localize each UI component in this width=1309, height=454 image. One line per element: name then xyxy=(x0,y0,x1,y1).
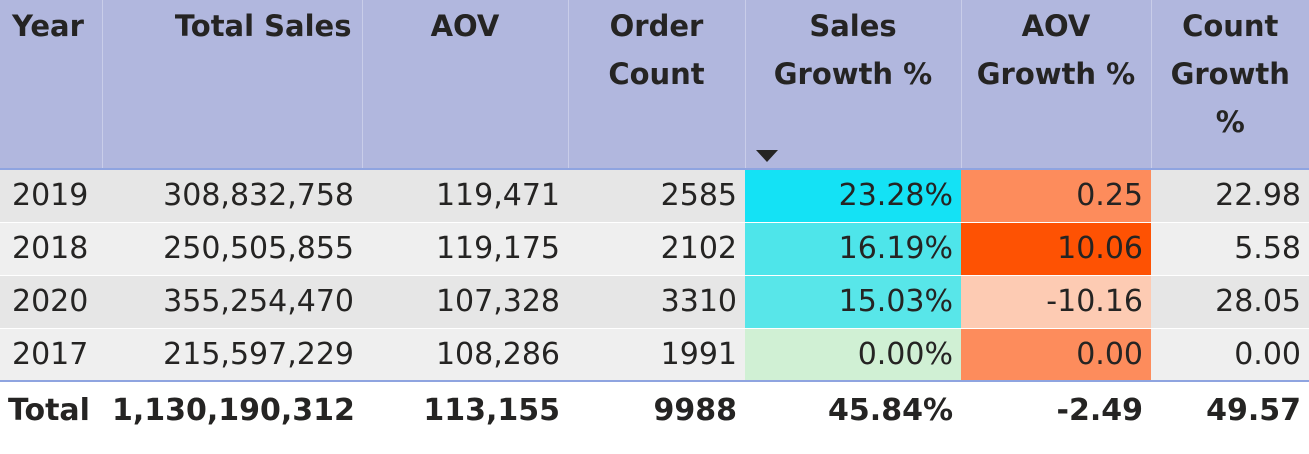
header-row: Year Total Sales AOV Order Count Sales G… xyxy=(0,0,1309,170)
column-header-count-growth[interactable]: Count Growth % xyxy=(1151,0,1309,170)
table-row[interactable]: 2019 308,832,758 119,471 2585 23.28% 0.2… xyxy=(0,169,1309,223)
cell-total-sales: 308,832,758 xyxy=(102,169,362,223)
total-sales-value: 1,130,190,312 xyxy=(102,380,362,438)
total-label: Total xyxy=(0,380,102,438)
column-header-sales-growth-label: Sales Growth % xyxy=(773,9,933,91)
cell-aov-growth: 10.06 xyxy=(961,222,1151,276)
total-aov-value: 113,155 xyxy=(362,380,568,438)
column-header-order-count-label: Order Count xyxy=(608,9,705,91)
cell-sales-growth: 0.00% xyxy=(745,328,961,382)
cell-aov: 107,328 xyxy=(362,275,568,329)
column-header-aov[interactable]: AOV xyxy=(362,0,569,170)
cell-sales-growth: 15.03% xyxy=(745,275,961,329)
cell-aov: 108,286 xyxy=(362,328,568,382)
cell-total-sales: 250,505,855 xyxy=(102,222,362,276)
table-row[interactable]: 2017 215,597,229 108,286 1991 0.00% 0.00… xyxy=(0,328,1309,382)
total-order-count-value: 9988 xyxy=(568,380,745,438)
cell-count-growth: 5.58 xyxy=(1151,222,1309,276)
column-header-aov-growth-label: AOV Growth % xyxy=(976,9,1136,91)
cell-sales-growth: 23.28% xyxy=(745,169,961,223)
cell-year: 2019 xyxy=(0,169,102,223)
column-header-year[interactable]: Year xyxy=(0,0,103,170)
cell-count-growth: 0.00 xyxy=(1151,328,1309,382)
cell-order-count: 2585 xyxy=(568,169,745,223)
cell-year: 2020 xyxy=(0,275,102,329)
total-count-growth-value: 49.57 xyxy=(1151,380,1309,438)
cell-order-count: 2102 xyxy=(568,222,745,276)
column-header-count-growth-label: Count Growth % xyxy=(1170,9,1290,139)
column-header-aov-growth[interactable]: AOV Growth % xyxy=(961,0,1152,170)
cell-total-sales: 215,597,229 xyxy=(102,328,362,382)
column-header-order-count[interactable]: Order Count xyxy=(568,0,746,170)
column-header-sales-growth[interactable]: Sales Growth % xyxy=(745,0,962,170)
cell-sales-growth: 16.19% xyxy=(745,222,961,276)
cell-total-sales: 355,254,470 xyxy=(102,275,362,329)
cell-aov-growth: 0.25 xyxy=(961,169,1151,223)
sort-descending-icon xyxy=(755,150,778,162)
cell-aov-growth: -10.16 xyxy=(961,275,1151,329)
cell-aov: 119,175 xyxy=(362,222,568,276)
cell-aov: 119,471 xyxy=(362,169,568,223)
table-row[interactable]: 2020 355,254,470 107,328 3310 15.03% -10… xyxy=(0,275,1309,329)
cell-count-growth: 28.05 xyxy=(1151,275,1309,329)
cell-order-count: 1991 xyxy=(568,328,745,382)
cell-order-count: 3310 xyxy=(568,275,745,329)
cell-count-growth: 22.98 xyxy=(1151,169,1309,223)
total-aov-growth-value: -2.49 xyxy=(961,380,1151,438)
column-header-total-sales[interactable]: Total Sales xyxy=(102,0,363,170)
total-row: Total 1,130,190,312 113,155 9988 45.84% … xyxy=(0,380,1309,438)
table-row[interactable]: 2018 250,505,855 119,175 2102 16.19% 10.… xyxy=(0,222,1309,276)
cell-year: 2018 xyxy=(0,222,102,276)
cell-aov-growth: 0.00 xyxy=(961,328,1151,382)
cell-year: 2017 xyxy=(0,328,102,382)
total-sales-growth-value: 45.84% xyxy=(745,380,961,438)
sales-matrix-table: Year Total Sales AOV Order Count Sales G… xyxy=(0,0,1309,438)
